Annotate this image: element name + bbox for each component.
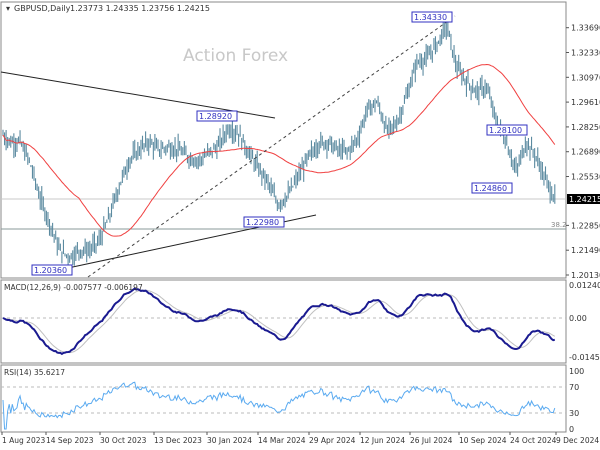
price-panel	[0, 1, 567, 279]
macd-tick: -0.014502	[569, 353, 600, 362]
time-tick-label: 29 Apr 2024	[309, 436, 356, 445]
time-tick-label: 10 Sep 2024	[459, 436, 507, 445]
rsi-tick: 70	[569, 383, 579, 392]
macd-title: MACD(12,26,9) -0.007577 -0.006197	[4, 283, 143, 292]
time-tick-label: 14 Mar 2024	[258, 436, 306, 445]
annotation-1-28920: 1.28920	[196, 110, 238, 122]
rsi-tick: 30	[569, 409, 579, 418]
time-tick-label: 12 Jun 2024	[360, 436, 405, 445]
rsi-tick: 100	[569, 367, 584, 376]
current-price-tag: 1.24215	[567, 194, 600, 204]
annotation-1-34330: 1.34330	[411, 11, 453, 23]
annotation-1-22980: 1.22980	[243, 216, 285, 228]
svg-text:1.24215: 1.24215	[569, 195, 600, 204]
price-tick-label: 1.26890	[571, 148, 600, 157]
time-tick-label: 26 Jul 2024	[410, 436, 453, 445]
header-arrow-icon[interactable]: ▾	[6, 4, 10, 13]
time-tick-label: 9 Dec 2024	[556, 436, 599, 445]
watermark: Action Forex	[183, 46, 288, 66]
time-axis: 1 Aug 2023 14 Sep 2023 30 Oct 2023 13 Dec 2…	[1, 432, 599, 445]
annotation-1-20360: 1.20360	[31, 264, 73, 276]
price-tick-label: 1.29610	[571, 98, 600, 107]
price-bars	[2, 17, 556, 268]
annotation-1-28100: 1.28100	[486, 124, 528, 136]
price-tick-label: 1.33690	[571, 24, 600, 33]
time-tick-label: 30 Oct 2023	[100, 436, 147, 445]
price-tick-label: 1.21490	[571, 246, 600, 255]
svg-text:1.22980: 1.22980	[246, 218, 279, 227]
price-tick-label: 1.25530	[571, 173, 600, 182]
fib-label: 38.2	[551, 221, 567, 229]
rsi-tick: 0	[569, 425, 574, 434]
rsi-title: RSI(14) 35.6217	[4, 368, 65, 377]
moving-average-line	[2, 63, 556, 237]
symbol-label: GBPUSD,Daily	[14, 4, 71, 13]
svg-text:1.20360: 1.20360	[34, 266, 67, 275]
price-axis: 1.33690 1.32330 1.30970 1.29610 1.28250 1.268…	[566, 24, 600, 280]
ohlc-label: 1.23773 1.24335 1.23756 1.24215	[70, 4, 210, 13]
price-tick-label: 1.30970	[571, 73, 600, 82]
price-tick-label: 1.28250	[571, 123, 600, 132]
time-tick-label: 1 Aug 2023	[2, 436, 45, 445]
price-tick-label: 1.32330	[571, 49, 600, 58]
time-tick-label: 24 Oct 2024	[510, 436, 557, 445]
time-tick-label: 30 Jan 2024	[207, 436, 252, 445]
svg-text:1.34330: 1.34330	[414, 13, 447, 22]
price-tick-label: 1.20130	[571, 271, 600, 280]
rsi-line	[2, 381, 556, 430]
time-tick-label: 14 Sep 2023	[46, 436, 94, 445]
rsi-panel	[0, 364, 567, 433]
time-tick-label: 13 Dec 2023	[154, 436, 202, 445]
price-tick-label: 1.22850	[571, 221, 600, 230]
svg-text:1.28920: 1.28920	[199, 112, 232, 121]
macd-line	[2, 287, 556, 356]
annotation-1-24860: 1.24860	[471, 182, 513, 194]
macd-tick: 0.00	[569, 314, 587, 323]
descending-trendline[interactable]	[0, 71, 276, 119]
macd-signal-line	[2, 289, 556, 354]
macd-panel	[0, 279, 567, 364]
macd-tick: 0.012403	[569, 281, 600, 290]
svg-text:1.28100: 1.28100	[489, 126, 522, 135]
svg-text:1.24860: 1.24860	[474, 184, 507, 193]
